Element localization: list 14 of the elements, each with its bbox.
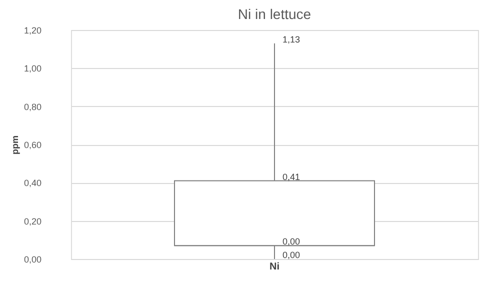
annotation: 1,13 bbox=[282, 34, 300, 44]
y-tick-label: 1,00 bbox=[24, 64, 42, 74]
annotation: 0,00 bbox=[282, 250, 300, 260]
y-axis-title: ppm bbox=[10, 136, 20, 154]
y-tick-label: 1,20 bbox=[24, 26, 42, 36]
y-tick-label: 0,00 bbox=[24, 254, 42, 264]
y-tick-label: 0,20 bbox=[24, 216, 42, 226]
y-tick-label: 0,40 bbox=[24, 178, 42, 188]
chart-title: Ni in lettuce bbox=[238, 6, 312, 22]
x-tick-label: Ni bbox=[270, 262, 280, 272]
y-tick-label: 0,80 bbox=[24, 102, 42, 112]
annotation: 0,00 bbox=[282, 236, 300, 247]
y-tick-label: 0,60 bbox=[24, 140, 42, 150]
annotation: 0,41 bbox=[282, 172, 300, 182]
